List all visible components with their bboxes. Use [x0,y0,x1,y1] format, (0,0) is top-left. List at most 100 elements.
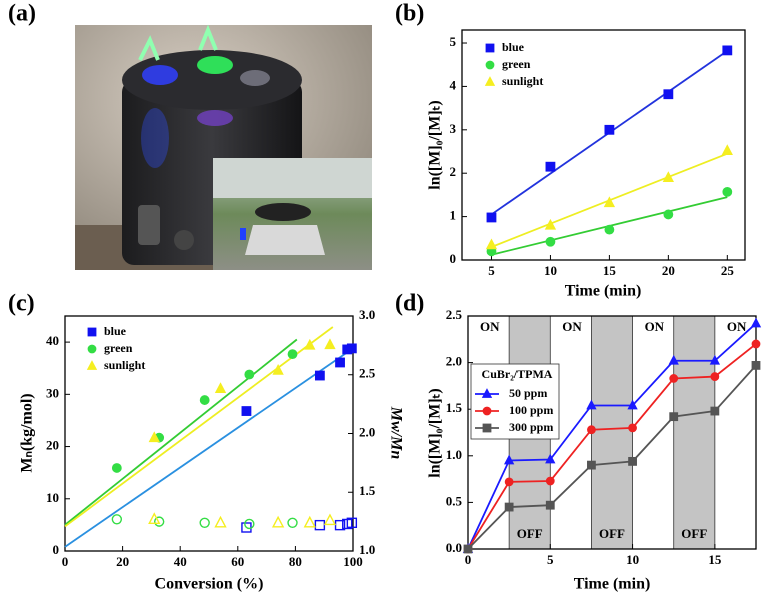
chart-panel: 5 10 15 20 25 0 1 2 3 4 5 Time (min) ln([M]₀/[M]ₜ) bl… [427,29,746,300]
blue-light [142,65,178,85]
glow [141,108,169,168]
x-tick-label: 10 [626,552,639,567]
data-point [586,399,597,410]
x-tick-label: 5 [488,263,495,278]
flask [138,24,218,61]
y-tick-label: 1 [450,208,457,223]
series-line [467,343,757,550]
data-point [545,161,556,172]
legend-marker [86,360,98,370]
y-tick-label: 1.5 [446,400,463,415]
data-point [199,395,210,405]
legend-marker [484,76,496,86]
panel-label: (c) [8,291,35,317]
off-region [591,315,633,550]
well [240,70,270,86]
data-point [148,431,160,443]
legend: blue green sunlight [484,40,543,88]
plot-frame [467,315,757,550]
data-point [241,406,252,416]
data-point [710,372,720,381]
on-label: ON [727,319,747,334]
data-point [504,477,514,487]
y2-tick-label: 2.5 [359,366,376,381]
panel-label: (a) [8,1,36,27]
y2-tick-label: 2.0 [359,424,375,439]
legend-label: blue [502,40,525,54]
legend: blue green sunlight [86,324,145,372]
data-point [199,517,210,528]
panel-label: (b) [395,1,424,27]
data-point [545,500,555,510]
data-point [663,89,674,100]
data-point [545,236,556,247]
data-point [214,515,227,528]
data-point [346,517,358,528]
y-tick-label: 30 [46,385,59,400]
data-point [604,124,615,135]
y-tick-label: 0 [450,251,457,266]
y-tick-label: 2 [450,164,457,179]
data-point [111,514,123,525]
off-region [673,315,716,550]
y-tick-label: 0.0 [446,540,462,555]
inset-sky [213,158,372,198]
fit-line [64,326,334,528]
legend-label: 50 ppm [509,386,547,400]
data-point [486,212,497,223]
data-point [545,476,555,486]
y2-tick-label: 1.0 [359,542,375,557]
legend-marker [485,60,495,70]
data-point [323,513,337,526]
fit-line [64,338,298,526]
data-point [710,406,720,416]
x-tick-label: 20 [116,554,129,569]
data-point [628,456,637,466]
data-point [324,338,336,350]
legend-label: 300 ppm [509,420,553,434]
data-point [604,224,615,235]
y-tick-label: 2.0 [446,354,462,369]
panel [138,205,160,245]
y-axis-label: ln([M]₀/[M]ₜ) [427,388,444,477]
on-label: ON [645,319,665,334]
inset-light [240,228,246,240]
data-point [709,354,721,365]
off-label: OFF [681,526,707,541]
legend: CuBr₂/TPMA 50 ppm 100 ppm 300 ppm [470,363,560,440]
data-point [544,218,557,230]
x-tick-label: 5 [547,552,554,567]
x-tick-label: 0 [62,554,69,569]
y-tick-label: 40 [46,333,59,348]
legend-marker [482,406,492,416]
x-tick-label: 25 [721,263,735,278]
y-tick-label: 5 [450,34,457,49]
data-point [669,412,679,422]
data-point [214,382,227,393]
data-point [271,515,285,528]
photo [75,24,372,270]
data-point [587,460,596,470]
x-tick-label: 0 [465,552,472,567]
y2-tick-label: 3.0 [359,307,375,322]
off-label: OFF [517,526,543,541]
data-point [751,360,761,370]
y-axis-label: Mₙ(kg/mol) [19,393,36,472]
data-point [721,144,733,156]
y-tick-label: 3 [450,121,457,136]
x-axis-label: Time (min) [574,576,651,593]
legend-marker [87,344,97,354]
inset-stirrer [245,225,325,255]
y-tick-label: 0.5 [446,493,463,508]
data-point [463,544,473,554]
y-tick-label: 4 [450,77,457,92]
on-label: ON [480,319,500,334]
y-tick-label: 0 [53,542,60,557]
panel-label: (d) [395,291,424,317]
green-light [197,56,233,74]
legend-marker [87,327,97,337]
data-point [346,343,357,354]
series-line [467,364,757,550]
legend-marker [482,423,492,433]
